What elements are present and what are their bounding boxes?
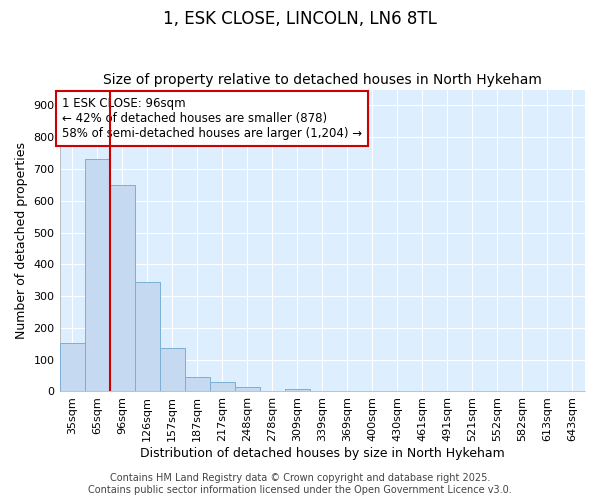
Text: 1 ESK CLOSE: 96sqm
← 42% of detached houses are smaller (878)
58% of semi-detach: 1 ESK CLOSE: 96sqm ← 42% of detached hou… bbox=[62, 97, 362, 140]
Text: 1, ESK CLOSE, LINCOLN, LN6 8TL: 1, ESK CLOSE, LINCOLN, LN6 8TL bbox=[163, 10, 437, 28]
Bar bbox=[110, 184, 134, 392]
Y-axis label: Number of detached properties: Number of detached properties bbox=[15, 142, 28, 339]
Title: Size of property relative to detached houses in North Hykeham: Size of property relative to detached ho… bbox=[103, 73, 542, 87]
Bar bbox=[59, 343, 85, 392]
Bar bbox=[285, 389, 310, 392]
Bar bbox=[235, 388, 260, 392]
X-axis label: Distribution of detached houses by size in North Hykeham: Distribution of detached houses by size … bbox=[140, 447, 505, 460]
Bar bbox=[85, 160, 110, 392]
Bar bbox=[209, 382, 235, 392]
Bar bbox=[185, 378, 209, 392]
Bar bbox=[134, 282, 160, 392]
Text: Contains HM Land Registry data © Crown copyright and database right 2025.
Contai: Contains HM Land Registry data © Crown c… bbox=[88, 474, 512, 495]
Bar bbox=[160, 348, 185, 392]
